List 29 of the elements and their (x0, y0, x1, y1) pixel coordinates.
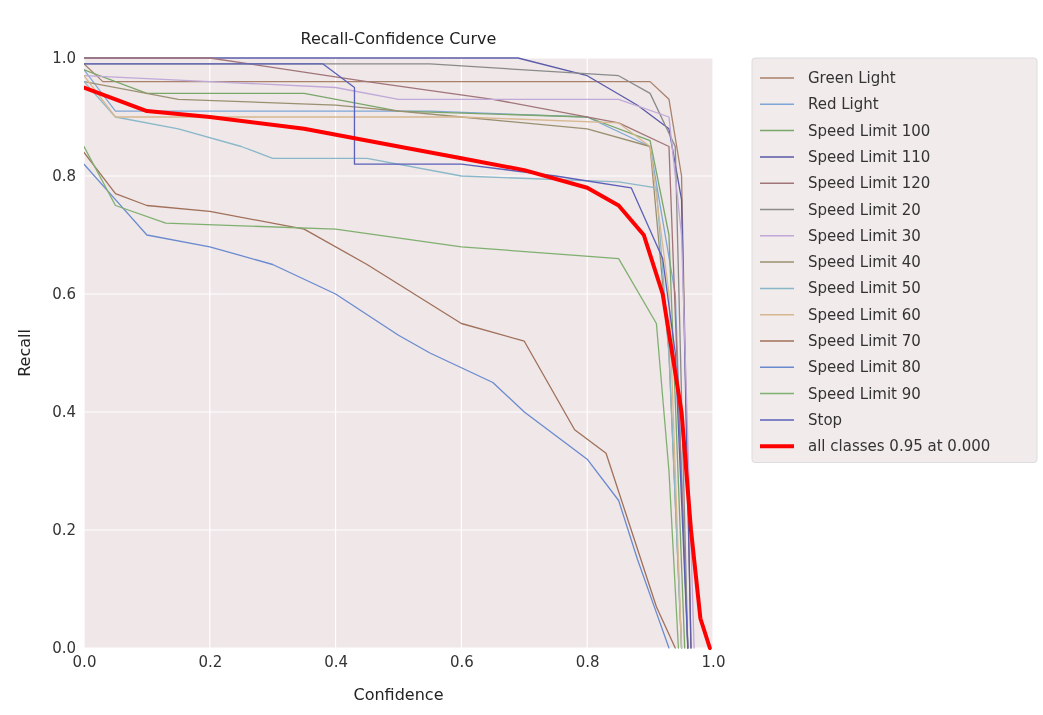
x-axis-title: Confidence (353, 685, 444, 704)
legend-label: Speed Limit 20 (808, 200, 921, 219)
x-tick-label: 1.0 (701, 652, 726, 671)
legend-label: Stop (808, 410, 843, 429)
legend-label: Speed Limit 40 (808, 253, 921, 272)
legend-label: Speed Limit 110 (808, 147, 931, 166)
legend-label: Speed Limit 100 (808, 121, 931, 140)
x-tick-label: 0.2 (198, 652, 223, 671)
y-tick-label: 0.2 (52, 521, 76, 540)
x-tick-label: 0.4 (324, 652, 349, 671)
y-axis-title: Recall (15, 329, 34, 377)
legend-label: Speed Limit 120 (808, 174, 931, 193)
x-tick-label: 0.6 (449, 652, 474, 671)
x-tick-label: 0.8 (575, 652, 600, 671)
legend-label: Speed Limit 80 (808, 358, 921, 377)
legend-label: Speed Limit 30 (808, 226, 921, 245)
legend-label: Speed Limit 90 (808, 384, 921, 403)
y-tick-label: 0.6 (52, 285, 76, 304)
y-tick-label: 0.8 (52, 167, 76, 186)
legend-label: Speed Limit 60 (808, 305, 921, 324)
chart-title: Recall-Confidence Curve (300, 29, 497, 48)
legend-label: Red Light (808, 95, 879, 114)
legend-label: Speed Limit 50 (808, 279, 921, 298)
legend-label: all classes 0.95 at 0.000 (808, 437, 991, 456)
legend-label: Speed Limit 70 (808, 332, 921, 350)
y-tick-label: 0.4 (52, 403, 76, 422)
x-tick-label: 0.0 (72, 652, 97, 671)
y-tick-label: 1.0 (52, 49, 76, 68)
legend-label: Green Light (808, 69, 896, 87)
